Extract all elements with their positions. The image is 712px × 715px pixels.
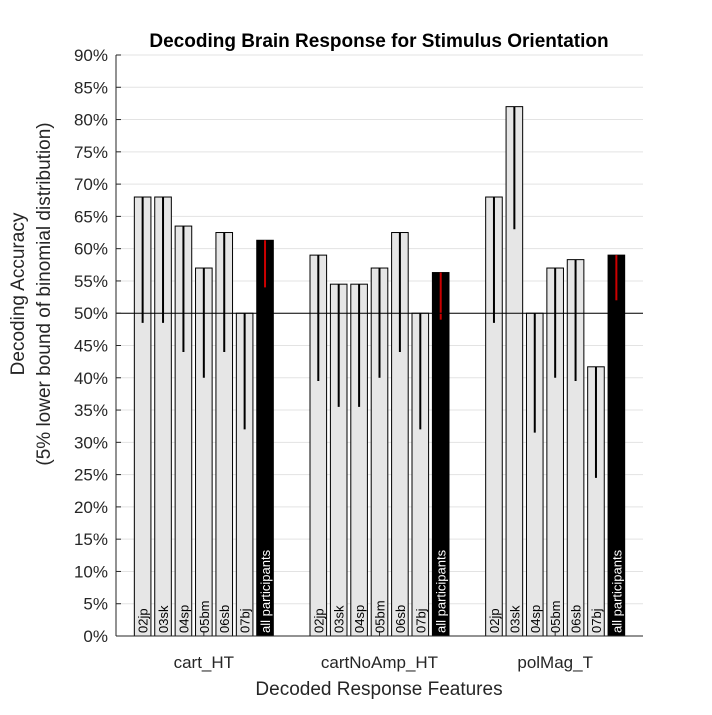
y-tick-label: 5% bbox=[83, 595, 108, 614]
y-tick-label: 0% bbox=[83, 627, 108, 646]
bar-label: 07bj bbox=[589, 608, 604, 633]
bar-label: 06sb bbox=[393, 605, 408, 633]
bar-label: 02jp bbox=[311, 608, 326, 633]
y-tick-label: 55% bbox=[74, 272, 108, 291]
y-axis-label-line-2: (5% lower bound of binomial distribution… bbox=[34, 122, 55, 465]
y-tick-label: 75% bbox=[74, 143, 108, 162]
axes bbox=[115, 54, 643, 637]
y-tick-label: 60% bbox=[74, 240, 108, 259]
group-label: cartNoAmp_HT bbox=[321, 653, 438, 672]
y-axis-label: Decoding Accuracy bbox=[8, 212, 29, 375]
bar-label: 05bm bbox=[548, 600, 563, 633]
y-tick-label: 50% bbox=[74, 304, 108, 323]
bar-label: 04sp bbox=[352, 605, 367, 633]
group-label: cart_HT bbox=[174, 653, 234, 672]
bar-label: 05bm bbox=[373, 600, 388, 633]
bar-label: 05bm bbox=[197, 600, 212, 633]
bar-label: 06sb bbox=[569, 605, 584, 633]
bar-label: all participants bbox=[434, 549, 449, 633]
bar-label: 04sp bbox=[176, 605, 191, 633]
y-axis-label-line-1: Decoding Accuracy bbox=[8, 212, 29, 375]
bar-label: all participants bbox=[258, 549, 273, 633]
bar-label: 03sk bbox=[507, 605, 522, 633]
bars: 02jp 03sk 04sp 05bm 06sb 07bj all participants… bbox=[133, 106, 626, 637]
bar-label: 02jp bbox=[136, 608, 151, 633]
y-tick-label: 25% bbox=[74, 466, 108, 485]
y-tick-label: 35% bbox=[74, 401, 108, 420]
bar-label: 06sb bbox=[217, 605, 232, 633]
y-tick-label: 85% bbox=[74, 78, 108, 97]
bar-label: 03sk bbox=[332, 605, 347, 633]
bar-label: 04sp bbox=[528, 605, 543, 633]
group-label: polMag_T bbox=[517, 653, 593, 672]
x-axis-label: Decoded Response Features bbox=[255, 679, 502, 700]
y-tick-label: 45% bbox=[74, 337, 108, 356]
y-tick-label: 15% bbox=[74, 530, 108, 549]
group-labels: cart_HT cartNoAmp_HT polMag_T bbox=[174, 653, 593, 672]
y-tick-label: 10% bbox=[74, 562, 108, 581]
y-tick-labels: 0% 5% 10% 15% 20% 25% 30% 35% 40% 45% 50% 55% 60% 65%… bbox=[74, 46, 108, 646]
bar-label: 02jp bbox=[487, 608, 502, 633]
bar-label: 03sk bbox=[156, 605, 171, 633]
bar-label: all participants bbox=[609, 549, 624, 633]
bar-label: 07bj bbox=[413, 608, 428, 633]
y-tick-label: 80% bbox=[74, 111, 108, 130]
y-tick-label: 20% bbox=[74, 498, 108, 517]
y-tick-label: 40% bbox=[74, 369, 108, 388]
y-tick-label: 65% bbox=[74, 207, 108, 226]
y-tick-label: 70% bbox=[74, 175, 108, 194]
chart-title: Decoding Brain Response for Stimulus Ori… bbox=[149, 31, 608, 52]
bar-label: 07bj bbox=[238, 608, 253, 633]
y-tick-label: 90% bbox=[74, 46, 108, 65]
y-tick-label: 30% bbox=[74, 433, 108, 452]
